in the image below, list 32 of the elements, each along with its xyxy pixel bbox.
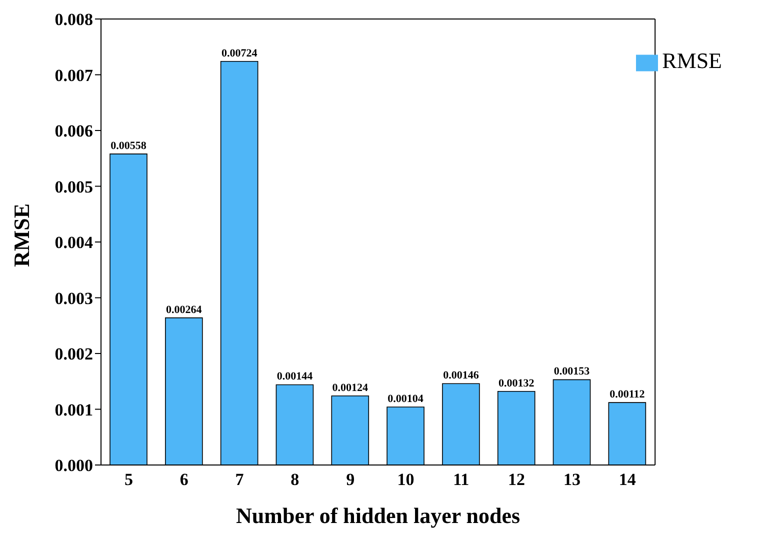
y-tick-label: 0.004 bbox=[54, 233, 94, 252]
x-tick-label: 7 bbox=[235, 470, 244, 490]
x-tick-label: 9 bbox=[346, 470, 355, 490]
y-tick-label: 0.001 bbox=[54, 400, 93, 420]
y-axis-title: RMSE bbox=[8, 203, 34, 267]
data-label: 0.00132 bbox=[498, 377, 535, 390]
x-tick-label: 10 bbox=[397, 470, 414, 490]
data-label: 0.00112 bbox=[610, 388, 646, 401]
x-tick-label: 14 bbox=[618, 470, 636, 490]
y-tick-label: 0.000 bbox=[54, 456, 93, 476]
x-axis-title: Number of hidden layer nodes bbox=[236, 503, 520, 528]
y-tick-label: 0.007 bbox=[54, 66, 94, 85]
data-label: 0.00146 bbox=[443, 370, 480, 382]
data-label: 0.00724 bbox=[221, 47, 258, 60]
x-tick-label: 6 bbox=[180, 470, 188, 490]
data-label: 0.00104 bbox=[388, 393, 424, 406]
data-label: 0.00264 bbox=[166, 304, 202, 316]
y-tick-label: 0.002 bbox=[54, 344, 93, 364]
x-tick-label: 11 bbox=[453, 470, 470, 490]
y-tick-label: 0.006 bbox=[54, 122, 93, 141]
data-label: 0.00153 bbox=[554, 366, 590, 378]
x-tick-label: 5 bbox=[124, 470, 133, 490]
y-tick-label: 0.008 bbox=[54, 10, 93, 30]
data-label: 0.00558 bbox=[110, 140, 147, 152]
data-label: 0.00144 bbox=[276, 370, 314, 383]
legend-label: RMSE bbox=[662, 48, 722, 73]
y-tick-label: 0.005 bbox=[54, 177, 93, 196]
x-tick-label: 12 bbox=[508, 470, 526, 490]
y-tick-label: 0.003 bbox=[54, 288, 93, 308]
x-tick-label: 8 bbox=[290, 470, 300, 490]
data-label: 0.00124 bbox=[332, 382, 369, 394]
x-tick-label: 13 bbox=[563, 470, 580, 490]
